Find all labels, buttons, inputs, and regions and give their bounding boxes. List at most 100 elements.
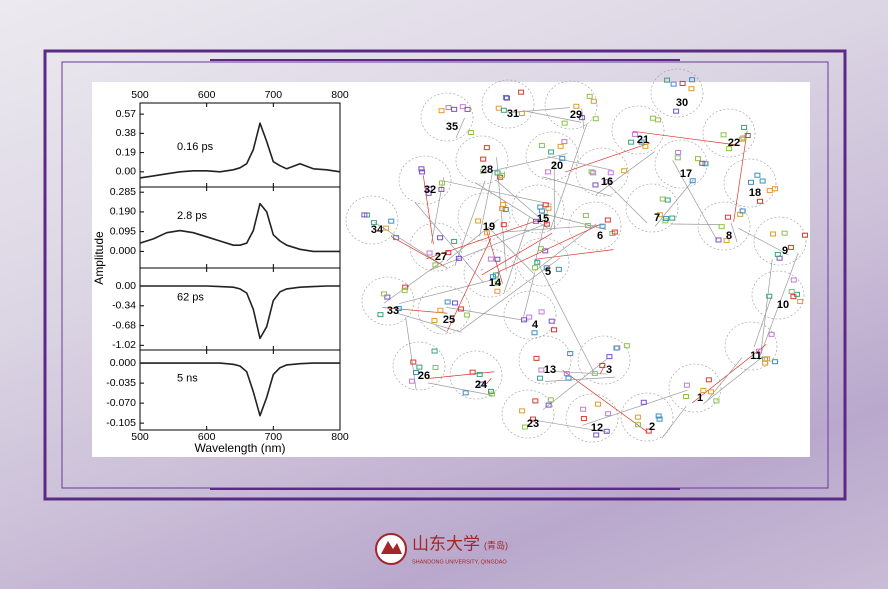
residue-glyph [383, 225, 390, 231]
cluster-label: 10 [777, 299, 789, 311]
residue-glyph [631, 131, 638, 137]
network-edge [414, 202, 484, 283]
university-name: 山东大学 [412, 535, 480, 555]
residue-glyph [739, 208, 746, 214]
network-edge [446, 238, 492, 332]
residue-glyph [790, 277, 797, 283]
cluster-outline [568, 201, 622, 251]
residue-glyph [532, 398, 539, 404]
residue-glyph [494, 280, 501, 286]
cluster-label: 11 [750, 350, 762, 362]
network-edge [454, 180, 486, 267]
residue-glyph [410, 359, 417, 365]
cluster-outline [668, 363, 722, 413]
cluster-label: 32 [424, 184, 436, 196]
residue-glyph [787, 244, 794, 250]
y-tick-label: 0.00 [116, 280, 137, 292]
cluster-label: 13 [544, 364, 556, 376]
cluster-outline [654, 139, 708, 189]
cluster-outline [544, 80, 598, 130]
residue-glyph [498, 172, 505, 178]
network-edge [522, 110, 582, 123]
content-panel [92, 82, 810, 457]
network-edge [382, 307, 448, 314]
cluster-outline [361, 276, 415, 326]
residue-glyph [724, 214, 731, 220]
residue-glyph [395, 306, 402, 312]
network-edge [422, 175, 434, 245]
residue-glyph [432, 365, 439, 371]
residue-glyph [437, 307, 444, 313]
network-edge [429, 371, 495, 379]
residue-glyph [744, 132, 751, 138]
residue-glyph [480, 156, 487, 162]
residue-glyph [594, 401, 601, 407]
cluster-label: 1 [697, 392, 703, 404]
residue-glyph [755, 348, 762, 354]
residue-glyph [438, 186, 445, 192]
network-edge [607, 183, 648, 224]
y-tick-label: 0.095 [110, 225, 136, 237]
network-edge [455, 117, 465, 139]
panel-label: 5 ns [177, 373, 198, 385]
residue-glyph [770, 231, 777, 237]
network-edge [565, 142, 651, 173]
cluster-outline [392, 341, 446, 391]
residue-glyph [586, 93, 593, 99]
residue-glyph [759, 178, 766, 184]
cluster-outline [565, 393, 619, 443]
residue-glyph [464, 106, 471, 112]
residue-glyph [500, 107, 507, 113]
residue-glyph [559, 155, 566, 161]
residue-glyph [542, 202, 549, 208]
cluster-outline [449, 350, 503, 400]
residue-glyph [500, 222, 507, 228]
cluster-outline [398, 155, 452, 205]
y-axis-label: Amplitude [92, 231, 106, 285]
residue-glyph [673, 108, 680, 114]
network-edge [753, 295, 772, 348]
network-edge [738, 227, 789, 256]
y-tick-label: -0.070 [106, 397, 136, 409]
residue-glyph [538, 246, 545, 252]
residue-glyph [437, 235, 444, 241]
residue-glyph [503, 95, 510, 101]
network-edge [397, 312, 462, 333]
residue-glyph [642, 143, 649, 149]
residue-glyph [484, 230, 491, 236]
residue-glyph [590, 170, 597, 176]
residue-glyph [416, 364, 423, 370]
residue-glyph [747, 179, 754, 185]
x-tick-label: 600 [198, 89, 216, 101]
residue-glyph [426, 186, 433, 192]
cluster-label: 22 [728, 137, 740, 149]
residue-glyph [592, 116, 599, 122]
spectrum-line [140, 362, 340, 417]
residue-glyph [531, 330, 538, 336]
residue-glyph [462, 390, 469, 396]
residue-glyph [663, 216, 670, 222]
residue-glyph [593, 432, 600, 438]
residue-glyph [565, 375, 572, 381]
cluster-outline [724, 321, 778, 371]
residue-glyph [445, 250, 452, 256]
residue-glyph [519, 408, 526, 414]
residue-glyph [604, 217, 611, 223]
residue-glyph [500, 201, 507, 207]
cluster-outline [577, 335, 631, 385]
cluster-label: 31 [507, 108, 519, 120]
network-edge [760, 259, 773, 354]
cluster-label: 18 [749, 187, 761, 199]
residue-glyph [550, 327, 557, 333]
residue-glyph [563, 371, 570, 377]
network-edge [446, 307, 530, 322]
y-tick-label: 0.38 [116, 127, 137, 139]
residue-glyph [656, 416, 663, 422]
cluster-label: 34 [371, 224, 384, 236]
footer: 山东大学 (青岛) SHANDONG UNIVERSITY, QINGDAO [375, 533, 508, 565]
residue-glyph [431, 348, 438, 354]
residue-glyph [738, 136, 745, 142]
residue-glyph [469, 369, 476, 375]
cluster-label: 3 [606, 364, 612, 376]
